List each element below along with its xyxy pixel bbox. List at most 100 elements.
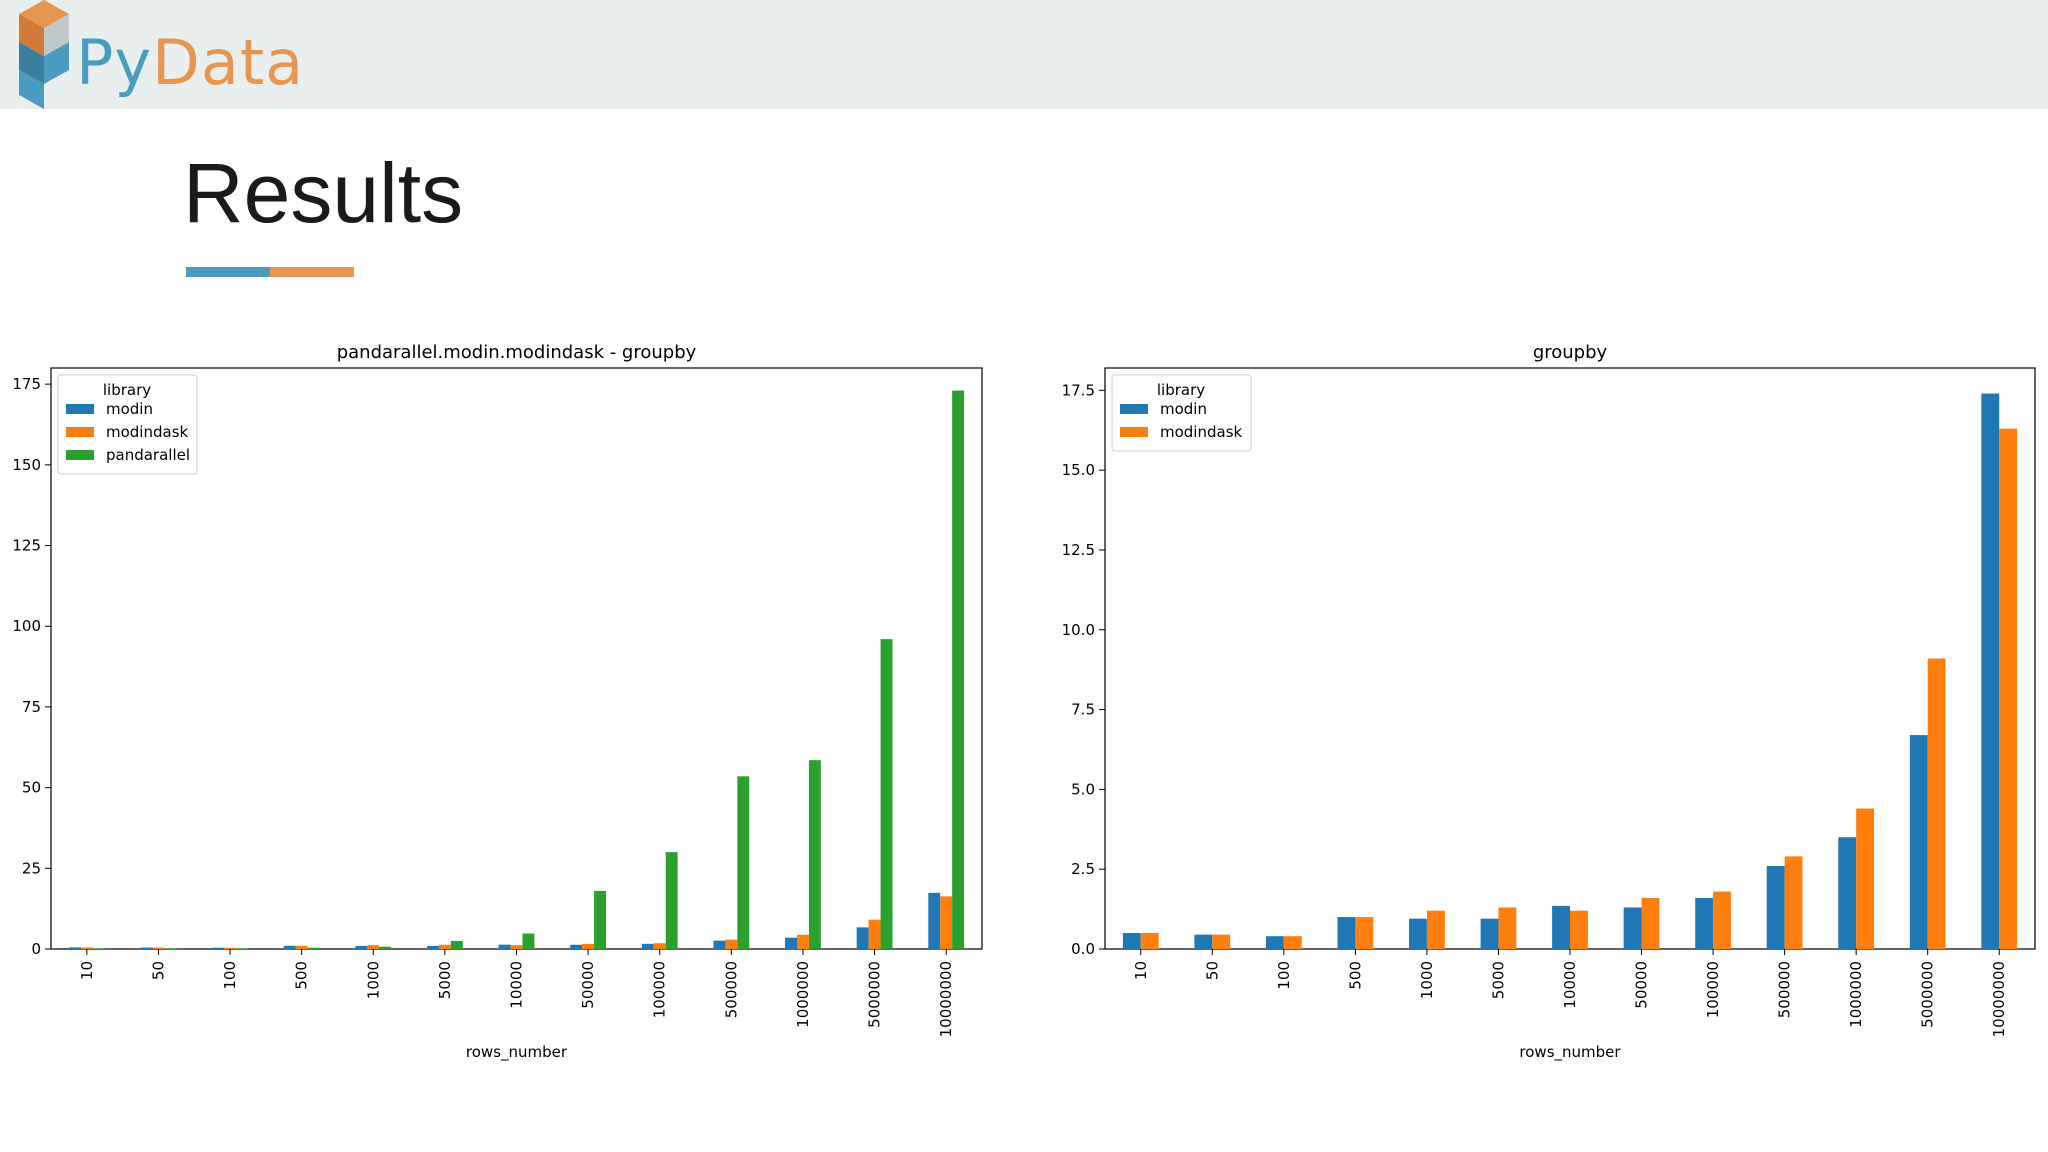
bar-modin-50000	[570, 944, 583, 949]
chart-groupby: groupby 0.0 2.5 5.0 7.5 10.0 12.5 15.0 17.5 10 50 1…	[1040, 336, 2048, 1066]
plot-frame	[1104, 367, 2036, 950]
bar-modin-10000	[498, 944, 511, 949]
bar-pandarallel-100000	[665, 852, 678, 949]
x-tick-label: 10000	[1561, 961, 1579, 1009]
legend-label-modin: modin	[1160, 400, 1207, 418]
y-tick-label: 10.0	[1062, 621, 1095, 639]
title-underline-blue	[186, 267, 270, 277]
x-tick-label: 50000	[579, 961, 597, 1009]
bar-modindask-50	[1212, 934, 1231, 949]
chart-right-svg: groupby 0.0 2.5 5.0 7.5 10.0 12.5 15.0 17.5 10 50 1…	[1062, 342, 2036, 1062]
chart-pandarallel-modin-modindask: pandarallel.modin.modindask - groupby 0 25…	[0, 336, 1000, 1066]
legend-label-modindask: modindask	[1160, 423, 1243, 441]
bar-pandarallel-500000	[737, 776, 750, 949]
x-tick-label: 500	[293, 961, 311, 990]
logo-py-text: Py	[76, 26, 153, 99]
legend-swatch-modin	[1120, 404, 1148, 414]
bar-modindask-500	[1355, 917, 1374, 949]
bar-modin-1000000	[785, 937, 797, 949]
x-tick-label: 5000000	[866, 961, 884, 1028]
bar-modin-50	[1194, 934, 1213, 949]
y-tick-label: 0.0	[1071, 940, 1095, 958]
bar-modindask-10	[1140, 933, 1159, 949]
bar-modin-500	[1337, 917, 1356, 949]
x-tick-label: 100	[1275, 961, 1293, 990]
x-tick-label: 100	[221, 961, 239, 990]
x-tick-label: 5000000	[1919, 961, 1937, 1028]
x-tick-label: 500000	[722, 961, 740, 1018]
bar-modindask-100	[1283, 936, 1302, 949]
bar-modin-5000	[426, 945, 439, 949]
bar-modindask-5000	[1498, 907, 1517, 949]
bar-modin-1000	[1409, 918, 1427, 949]
x-tick-label: 5000	[436, 961, 454, 999]
bar-modin-5000000	[856, 927, 869, 949]
legend-title: library	[103, 381, 151, 399]
chart-title: pandarallel.modin.modindask - groupby	[337, 342, 697, 363]
bar-modin-1000000	[1838, 837, 1857, 949]
bar-modindask-1000	[367, 945, 380, 949]
logo-data-text: Data	[152, 26, 305, 99]
header-bar: PyData	[0, 0, 2048, 109]
bar-pandarallel-10	[92, 948, 105, 949]
x-tick-label: 1000000	[1847, 961, 1865, 1028]
bar-modin-10	[68, 947, 81, 949]
x-tick-label: 10000	[508, 961, 526, 1009]
bar-modin-500000	[1766, 866, 1785, 949]
legend-label-pandarallel: pandarallel	[106, 446, 190, 464]
legend-title: library	[1157, 381, 1205, 399]
x-tick-label: 500000	[1776, 961, 1794, 1018]
y-tick-label: 12.5	[1062, 541, 1095, 559]
bar-modin-10000000	[928, 892, 941, 949]
bar-modindask-5000	[438, 944, 451, 949]
y-tick-label: 175	[12, 375, 41, 393]
x-tick-label: 5000	[1489, 961, 1507, 999]
bar-modindask-500	[295, 945, 308, 949]
bar-modindask-50000	[1641, 897, 1660, 949]
pydata-logo-icon	[19, 0, 69, 109]
bar-modin-5000	[1480, 918, 1499, 949]
pydata-wordmark: PyData	[76, 24, 304, 102]
x-tick-label: 1000	[364, 961, 382, 999]
y-tick-label: 5.0	[1071, 780, 1095, 798]
x-tick-label: 10	[1132, 961, 1150, 980]
bar-modindask-100	[224, 947, 237, 949]
bar-modin-5000000	[1909, 735, 1928, 949]
bar-modindask-10	[80, 947, 93, 949]
y-tick-label: 0	[31, 940, 41, 958]
y-tick-label: 25	[22, 859, 41, 877]
bar-modindask-5000000	[868, 919, 881, 949]
bar-pandarallel-100	[236, 948, 248, 949]
x-tick-label: 1000	[1418, 961, 1436, 999]
chart-left-svg: pandarallel.modin.modindask - groupby 0 25…	[12, 342, 983, 1062]
bar-modindask-1000000	[1856, 808, 1875, 949]
bar-modin-100	[212, 947, 225, 949]
bar-modin-10	[1122, 933, 1141, 949]
x-tick-label: 100000	[651, 961, 669, 1018]
bar-modin-1000	[355, 945, 368, 949]
bar-modindask-100000	[653, 943, 666, 949]
bar-modindask-1000	[1426, 910, 1445, 949]
title-underline-orange	[270, 267, 354, 277]
x-tick-label: 50	[1203, 961, 1221, 980]
bar-pandarallel-5000000	[880, 639, 893, 949]
bar-modindask-10000000	[1999, 428, 2018, 950]
y-tick-label: 150	[12, 456, 41, 474]
y-tick-label: 7.5	[1071, 701, 1095, 719]
slide-title: Results	[183, 146, 464, 240]
x-tick-label: 10000000	[1990, 961, 2008, 1037]
legend-swatch-modindask	[66, 427, 94, 437]
bar-modindask-500000	[725, 939, 738, 949]
bar-modindask-500000	[1784, 856, 1803, 949]
y-tick-label: 50	[22, 779, 41, 797]
legend-label-modindask: modindask	[106, 423, 189, 441]
y-tick-label: 15.0	[1062, 461, 1095, 479]
bar-pandarallel-10000	[522, 933, 535, 949]
bar-modin-500	[283, 945, 296, 949]
bar-modindask-100000	[1713, 891, 1731, 949]
bar-pandarallel-1000	[379, 946, 392, 949]
x-tick-label: 500	[1346, 961, 1364, 990]
bar-modindask-5000000	[1927, 658, 1946, 949]
bar-modin-10000	[1552, 905, 1570, 949]
legend-swatch-modin	[66, 404, 94, 414]
